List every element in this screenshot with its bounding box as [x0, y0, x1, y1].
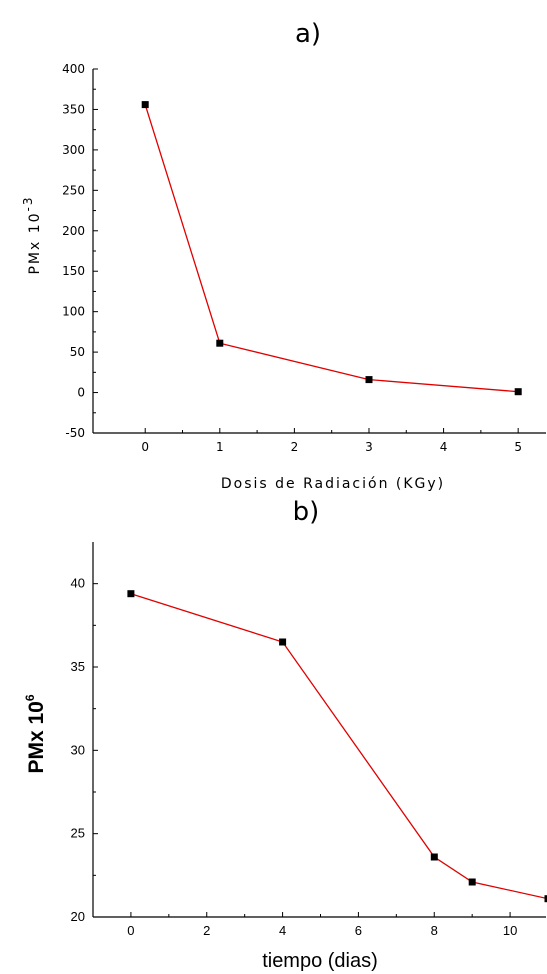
panel-a-y-tick-label: 300: [62, 143, 85, 157]
panel-b-data-point-3: [468, 878, 476, 886]
panel-a-y-tick-label: 350: [62, 102, 85, 116]
panel-b-y-tick-label: 25: [71, 826, 85, 841]
panel-a-x-tick-label: 1: [216, 440, 224, 454]
panel-b-data-point-4: [544, 895, 547, 903]
panel-b-axes: [92, 542, 546, 918]
panel-a-x-tick-label: 2: [291, 440, 299, 454]
panel-b-data-point-0: [127, 590, 135, 598]
panel-a-x-axis-title: Dosis de Radiación (KGy): [221, 476, 445, 492]
panel-a-y-tick-label: 50: [70, 345, 85, 359]
panel-b-x-tick-label: 2: [203, 923, 210, 938]
panel-a-series: [141, 101, 522, 396]
panel-a-x-tick-label: 3: [365, 440, 373, 454]
panel-a-y-axis-title: PMx 10-3: [21, 195, 43, 274]
panel-a-data-point-0: [141, 101, 149, 109]
panel-a-data-point-2: [365, 376, 373, 384]
panel-b-y-axis-title-exponent: 6: [23, 694, 37, 701]
panel-a-ticks: 0 1 2 3 4 5 -50 0 50 100 150 200 250 300 350 400: [62, 62, 522, 454]
panel-b-y-tick-label: 30: [71, 742, 85, 757]
panel-a-axes: [92, 69, 546, 434]
panel-a-y-axis-title-base: PMx 10: [27, 211, 43, 274]
panel-b-data-point-1: [279, 638, 287, 646]
panel-a-label: a): [295, 19, 321, 49]
panel-b-data-point-2: [430, 853, 438, 861]
panel-a-y-tick-label: 0: [77, 386, 85, 400]
panel-b-y-axis-title: PMx 106: [23, 694, 48, 773]
panel-a-x-tick-label: 4: [440, 440, 448, 454]
panel-b-label: b): [293, 497, 320, 527]
panel-b-y-axis-title-base: PMx 10: [25, 701, 48, 773]
panel-a-series-line: [144, 104, 519, 393]
panel-b-x-tick-label: 8: [431, 923, 438, 938]
panel-a-y-tick-label: 200: [62, 224, 85, 238]
panel-a-y-tick-label: 150: [62, 264, 85, 278]
chart-panel-b: b) 0 2 4 6 8 10 20 25 30 35 40 tiempo (dias) PMx 1…: [23, 497, 547, 972]
panel-b-series: [127, 590, 547, 903]
panel-a-x-tick-label: 5: [514, 440, 522, 454]
panel-b-y-tick-label: 35: [71, 659, 85, 674]
panel-a-y-tick-label: 100: [62, 305, 85, 319]
panel-a-data-point-3: [514, 388, 522, 396]
panel-a-data-point-1: [216, 339, 224, 347]
panel-b-series-line: [130, 593, 547, 900]
panel-b-x-tick-label: 6: [355, 923, 362, 938]
panel-a-x-tick-label: 0: [141, 440, 149, 454]
panel-b-ticks: 0 2 4 6 8 10 20 25 30 35 40: [71, 576, 518, 938]
panel-b-y-tick-label: 20: [71, 909, 85, 924]
panel-a-y-tick-label: 250: [62, 183, 85, 197]
panel-b-y-tick-label: 40: [71, 576, 85, 591]
panel-a-y-axis-title-exponent: -3: [21, 195, 35, 211]
panel-b-x-axis-title: tiempo (dias): [262, 950, 378, 972]
panel-b-x-tick-label: 0: [127, 923, 134, 938]
chart-panel-a: a) 0 1 2 3 4 5 -50 0 50 100 150 200 250 300 350 400 Dos…: [21, 19, 546, 492]
panel-b-x-tick-label: 4: [279, 923, 286, 938]
panel-b-x-tick-label: 10: [503, 923, 517, 938]
panel-a-y-tick-label: -50: [65, 426, 85, 440]
panel-a-y-tick-label: 400: [62, 62, 85, 76]
